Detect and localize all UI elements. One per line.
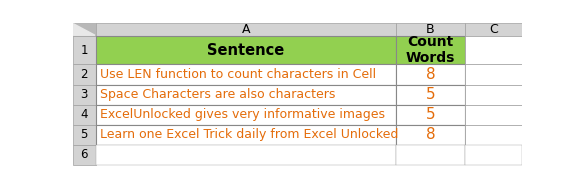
Text: 5: 5 [426, 87, 436, 102]
Text: C: C [489, 23, 498, 36]
Bar [465, 104, 522, 125]
Bar [72, 145, 96, 165]
Text: 8: 8 [426, 127, 436, 142]
Text: ExcelUnlocked gives very informative images: ExcelUnlocked gives very informative ima… [100, 108, 385, 121]
Bar [72, 36, 96, 65]
Text: Space Characters are also characters: Space Characters are also characters [100, 88, 335, 101]
Bar [72, 125, 96, 145]
Bar [96, 23, 397, 36]
Text: 8: 8 [426, 67, 436, 82]
Bar [465, 65, 522, 85]
Bar [397, 145, 465, 165]
Bar [397, 23, 465, 36]
Bar [465, 145, 522, 165]
Text: 5: 5 [426, 107, 436, 122]
Text: 5: 5 [81, 128, 88, 141]
Text: Sentence: Sentence [208, 43, 285, 58]
Text: Use LEN function to count characters in Cell: Use LEN function to count characters in … [100, 68, 376, 81]
Bar [465, 85, 522, 104]
Bar [72, 65, 96, 85]
Bar [72, 85, 96, 104]
Text: 2: 2 [81, 68, 88, 81]
Text: 3: 3 [81, 88, 88, 101]
Text: A: A [242, 23, 251, 36]
Bar [96, 145, 397, 165]
Bar [397, 65, 465, 85]
Bar [397, 85, 465, 104]
Text: 1: 1 [81, 44, 88, 57]
Bar [96, 36, 397, 65]
Bar [397, 125, 465, 145]
Text: Count
Words: Count Words [406, 35, 455, 65]
Bar [465, 23, 522, 36]
Bar [96, 125, 397, 145]
Bar [465, 125, 522, 145]
Polygon shape [73, 24, 95, 35]
Bar [96, 104, 397, 125]
Text: Learn one Excel Trick daily from Excel Unlocked: Learn one Excel Trick daily from Excel U… [100, 128, 398, 141]
Text: 4: 4 [81, 108, 88, 121]
Bar [96, 65, 397, 85]
Bar [72, 104, 96, 125]
Text: 6: 6 [81, 148, 88, 161]
Bar [96, 85, 397, 104]
Polygon shape [73, 24, 95, 35]
Text: B: B [426, 23, 435, 36]
Bar [72, 23, 96, 36]
Bar [397, 36, 465, 65]
Bar [465, 36, 522, 65]
Bar [397, 104, 465, 125]
